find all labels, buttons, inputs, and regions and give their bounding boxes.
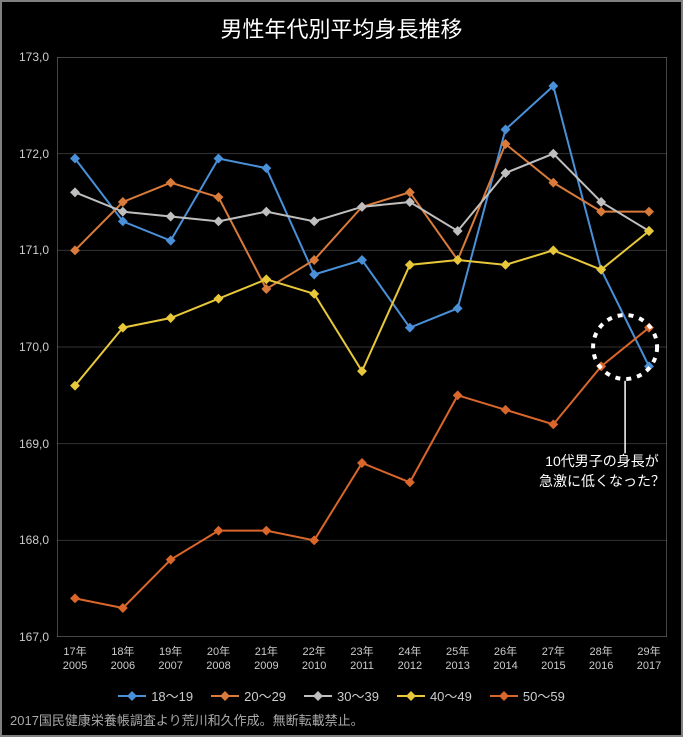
x-tick-label: 26年 2014 <box>493 645 517 674</box>
x-tick-label: 19年 2007 <box>158 645 182 674</box>
legend-label: 18～19 <box>151 686 193 705</box>
legend-label: 30～39 <box>337 686 379 705</box>
legend-item: 50～59 <box>490 686 565 705</box>
y-tick-label: 170,0 <box>19 340 49 354</box>
chart-title: 男性年代別平均身長推移 <box>2 12 681 44</box>
y-tick-label: 167,0 <box>19 630 49 644</box>
legend-swatch <box>211 689 239 703</box>
y-tick-label: 173,0 <box>19 50 49 64</box>
x-tick-label: 22年 2010 <box>302 645 326 674</box>
legend-item: 18～19 <box>118 686 193 705</box>
legend-item: 30～39 <box>304 686 379 705</box>
x-tick-label: 29年 2017 <box>637 645 661 674</box>
legend-swatch <box>397 689 425 703</box>
legend-item: 20～29 <box>211 686 286 705</box>
legend-label: 50～59 <box>523 686 565 705</box>
x-tick-label: 25年 2013 <box>445 645 469 674</box>
x-tick-label: 17年 2005 <box>63 645 87 674</box>
legend-label: 20～29 <box>244 686 286 705</box>
annotation-text: 10代男子の身長が 急激に低くなった？ <box>539 452 665 491</box>
legend-swatch <box>118 689 146 703</box>
footer-text: 2017国民健康栄養帳調査より荒川和久作成。無断転載禁止。 <box>10 710 364 729</box>
x-tick-label: 24年 2012 <box>398 645 422 674</box>
x-tick-label: 27年 2015 <box>541 645 565 674</box>
y-tick-label: 169,0 <box>19 437 49 451</box>
x-tick-label: 21年 2009 <box>254 645 278 674</box>
x-tick-label: 28年 2016 <box>589 645 613 674</box>
y-tick-label: 171,0 <box>19 243 49 257</box>
chart-root: 男性年代別平均身長推移 18～19 20～29 30～39 40～49 50～59 10… <box>2 2 681 735</box>
legend-label: 40～49 <box>430 686 472 705</box>
x-tick-label: 23年 2011 <box>350 645 374 674</box>
plot-svg <box>57 57 667 637</box>
x-tick-label: 18年 2006 <box>111 645 135 674</box>
y-tick-label: 172,0 <box>19 147 49 161</box>
legend-swatch <box>304 689 332 703</box>
legend-swatch <box>490 689 518 703</box>
y-tick-label: 168,0 <box>19 533 49 547</box>
legend: 18～19 20～29 30～39 40～49 50～59 <box>2 686 681 705</box>
x-tick-label: 20年 2008 <box>206 645 230 674</box>
legend-item: 40～49 <box>397 686 472 705</box>
